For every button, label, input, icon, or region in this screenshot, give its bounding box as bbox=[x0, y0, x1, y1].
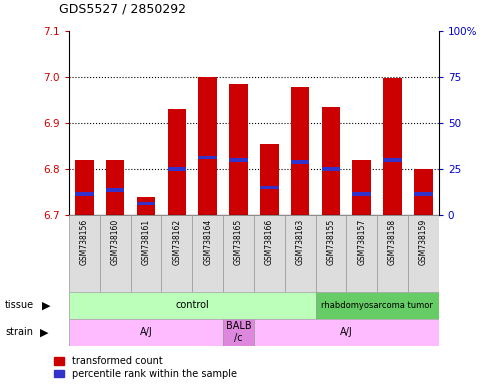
Text: BALB
/c: BALB /c bbox=[226, 321, 251, 343]
Bar bbox=[75, 160, 94, 215]
Bar bbox=[223, 319, 254, 346]
Bar bbox=[229, 84, 247, 215]
Bar bbox=[321, 167, 340, 171]
Legend: transformed count, percentile rank within the sample: transformed count, percentile rank withi… bbox=[54, 356, 237, 379]
Bar bbox=[168, 167, 186, 171]
Bar bbox=[414, 192, 433, 196]
Bar bbox=[254, 319, 439, 346]
Bar bbox=[291, 87, 310, 215]
Bar bbox=[137, 197, 155, 215]
Bar bbox=[137, 202, 155, 205]
Text: GSM738165: GSM738165 bbox=[234, 219, 243, 265]
Text: GDS5527 / 2850292: GDS5527 / 2850292 bbox=[59, 2, 186, 15]
Text: A/J: A/J bbox=[140, 327, 152, 337]
Bar bbox=[352, 192, 371, 196]
Text: GSM738166: GSM738166 bbox=[265, 219, 274, 265]
Text: GSM738162: GSM738162 bbox=[173, 219, 181, 265]
Bar bbox=[162, 215, 192, 292]
Bar bbox=[106, 188, 124, 192]
Bar bbox=[198, 77, 217, 215]
Bar bbox=[69, 215, 100, 292]
Text: GSM738160: GSM738160 bbox=[111, 219, 120, 265]
Bar bbox=[69, 319, 223, 346]
Bar bbox=[384, 158, 402, 162]
Text: GSM738159: GSM738159 bbox=[419, 219, 428, 265]
Bar bbox=[223, 215, 254, 292]
Bar bbox=[408, 215, 439, 292]
Text: GSM738161: GSM738161 bbox=[141, 219, 150, 265]
Bar bbox=[106, 160, 124, 215]
Text: GSM738164: GSM738164 bbox=[203, 219, 212, 265]
Bar bbox=[192, 215, 223, 292]
Text: A/J: A/J bbox=[340, 327, 352, 337]
Bar bbox=[198, 156, 217, 159]
Bar bbox=[352, 160, 371, 215]
Text: GSM738157: GSM738157 bbox=[357, 219, 366, 265]
Text: GSM738156: GSM738156 bbox=[80, 219, 89, 265]
Bar bbox=[75, 192, 94, 196]
Bar bbox=[260, 185, 279, 189]
Text: ▶: ▶ bbox=[42, 300, 50, 310]
Text: rhabdomyosarcoma tumor: rhabdomyosarcoma tumor bbox=[321, 301, 433, 310]
Text: GSM738163: GSM738163 bbox=[296, 219, 305, 265]
Bar bbox=[316, 215, 346, 292]
Text: GSM738158: GSM738158 bbox=[388, 219, 397, 265]
Bar bbox=[414, 169, 433, 215]
Bar bbox=[291, 160, 310, 164]
Text: GSM738155: GSM738155 bbox=[326, 219, 335, 265]
Text: tissue: tissue bbox=[5, 300, 34, 310]
Bar bbox=[346, 215, 377, 292]
Bar bbox=[316, 292, 439, 319]
Text: ▶: ▶ bbox=[40, 327, 49, 337]
Bar bbox=[377, 215, 408, 292]
Bar bbox=[284, 215, 316, 292]
Bar bbox=[384, 78, 402, 215]
Bar bbox=[168, 109, 186, 215]
Bar bbox=[229, 158, 247, 162]
Bar bbox=[100, 215, 131, 292]
Bar bbox=[260, 144, 279, 215]
Text: strain: strain bbox=[5, 327, 33, 337]
Bar bbox=[69, 292, 316, 319]
Text: control: control bbox=[176, 300, 209, 310]
Bar bbox=[254, 215, 284, 292]
Bar bbox=[321, 107, 340, 215]
Bar bbox=[131, 215, 162, 292]
